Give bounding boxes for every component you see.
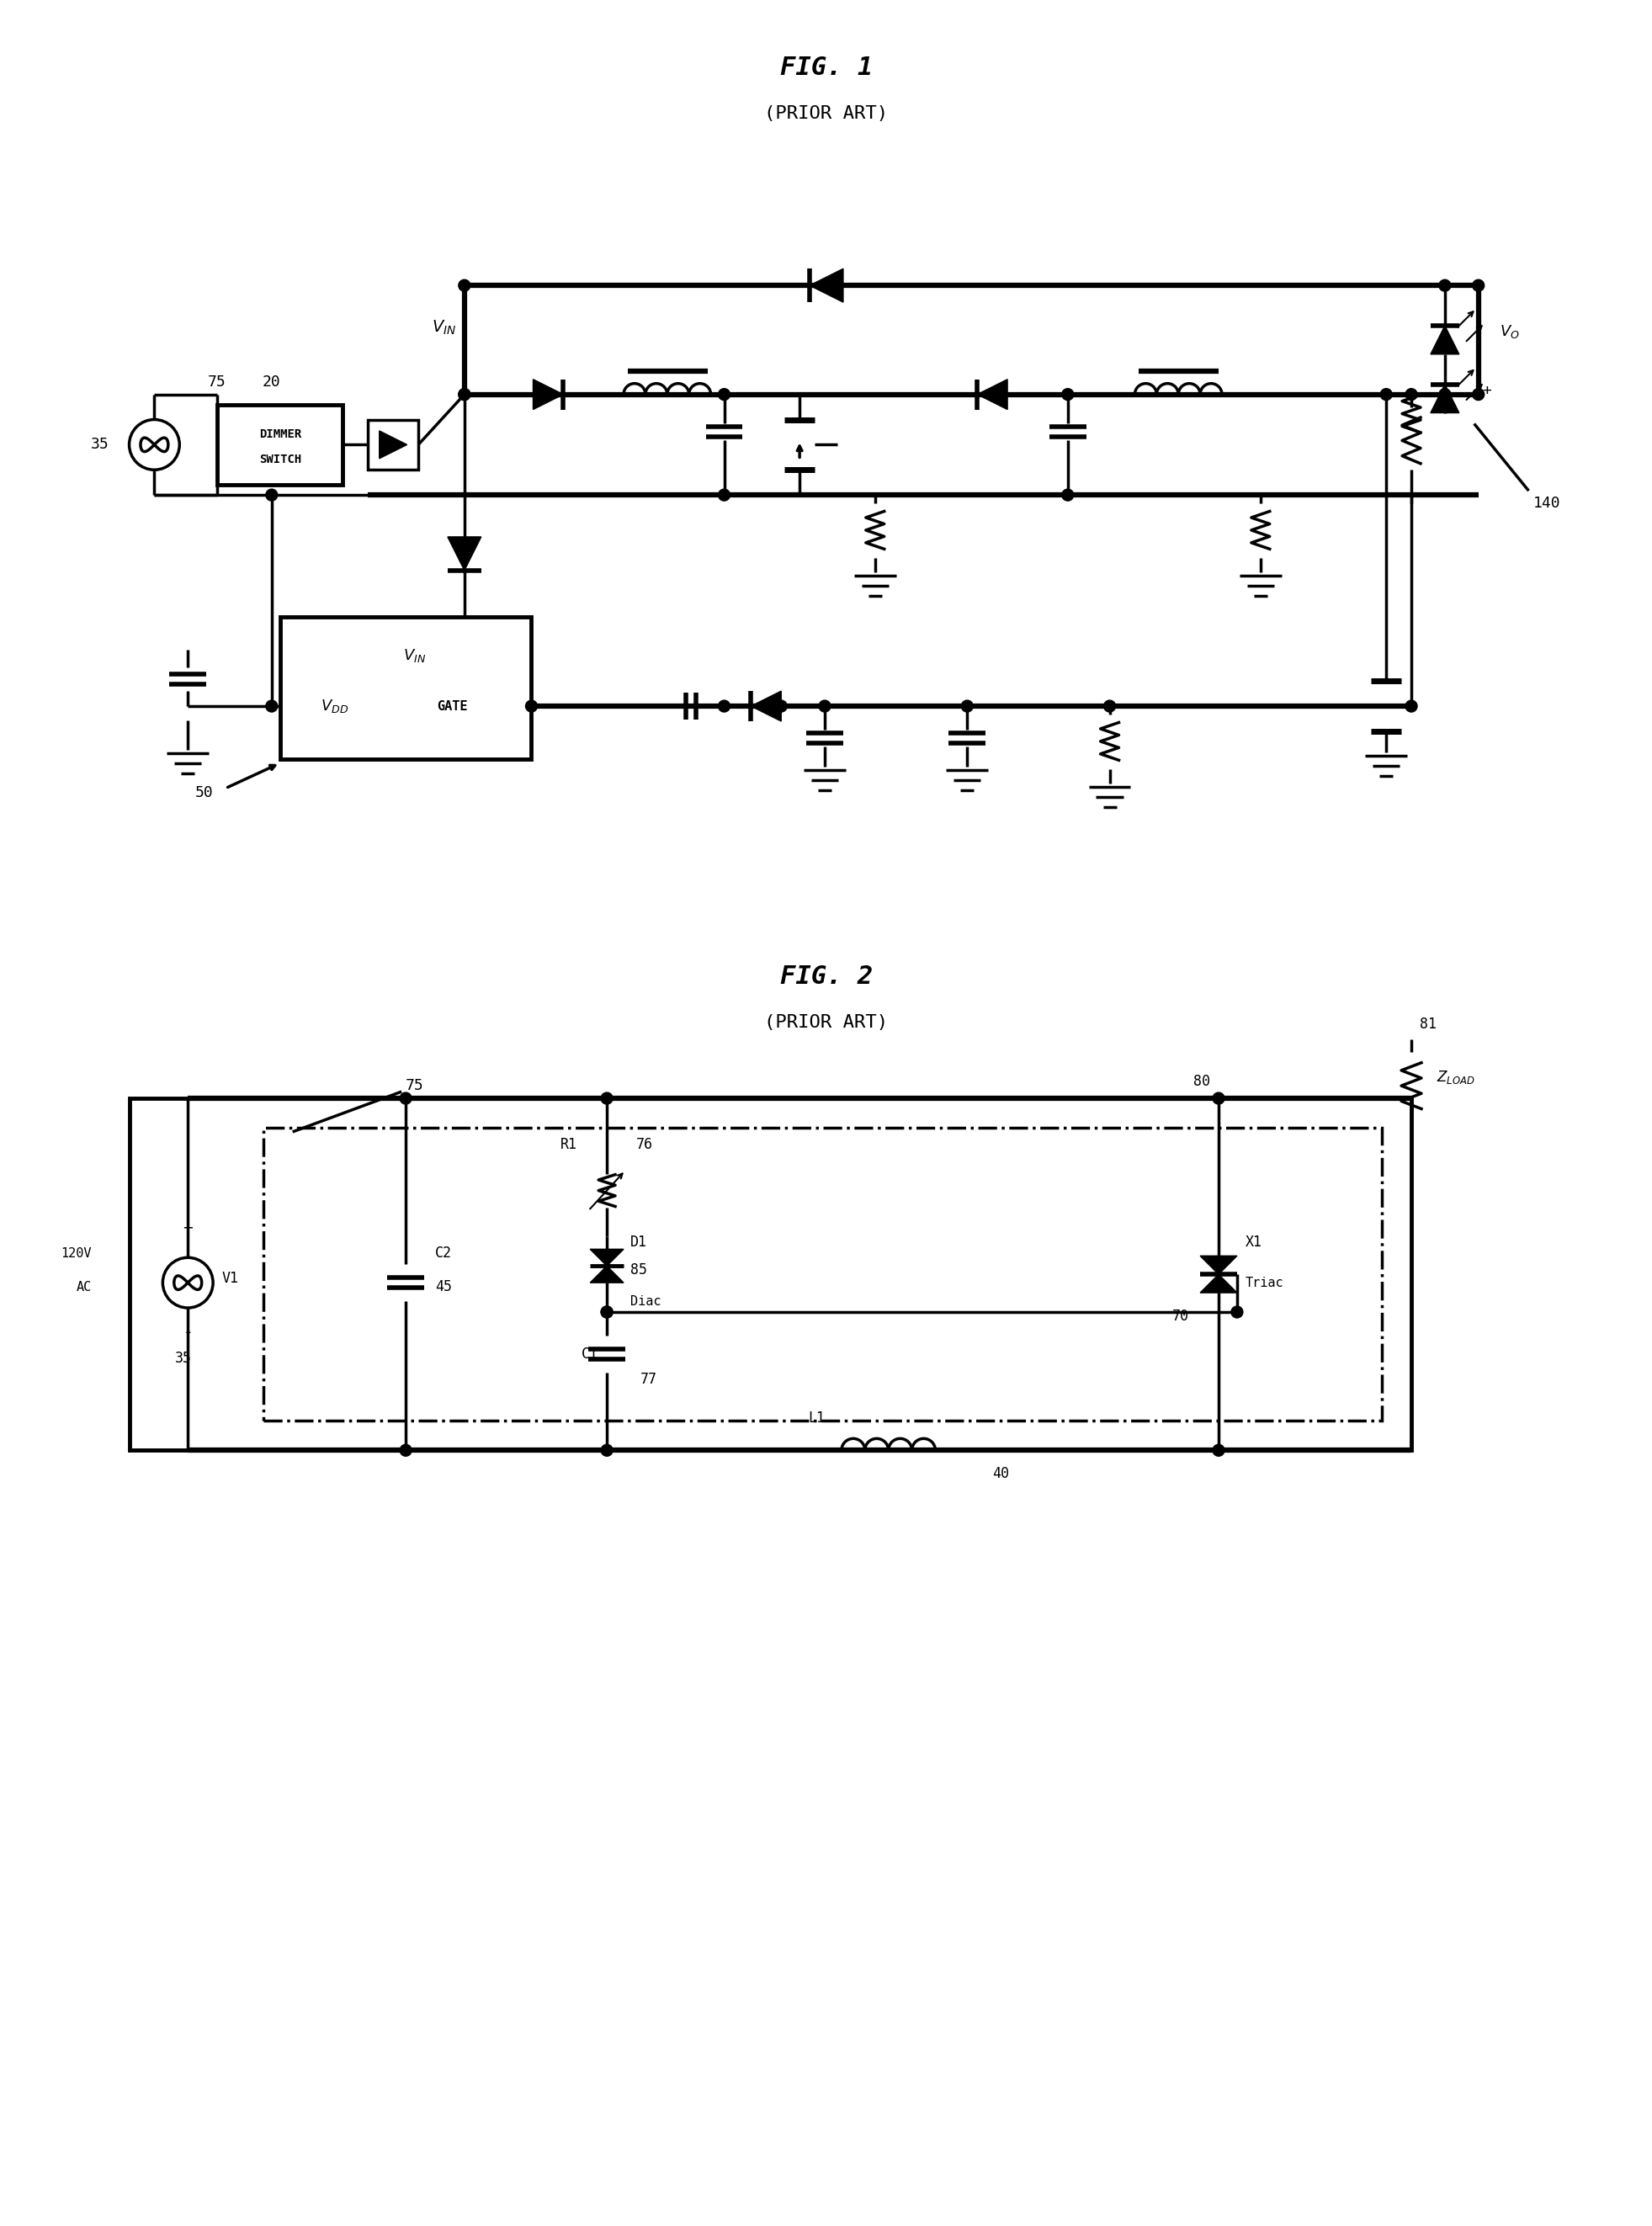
Text: Diac: Diac bbox=[631, 1296, 661, 1307]
Polygon shape bbox=[534, 378, 563, 410]
Text: +: + bbox=[183, 1220, 193, 1235]
Circle shape bbox=[601, 1093, 613, 1104]
Text: 85: 85 bbox=[631, 1262, 648, 1278]
Text: 40: 40 bbox=[993, 1467, 1009, 1480]
Circle shape bbox=[1381, 390, 1393, 401]
Text: FIG. 1: FIG. 1 bbox=[780, 56, 872, 80]
Text: 140: 140 bbox=[1533, 496, 1559, 512]
Text: (PRIOR ART): (PRIOR ART) bbox=[765, 105, 889, 122]
Text: -: - bbox=[183, 1324, 193, 1340]
Text: (PRIOR ART): (PRIOR ART) bbox=[765, 1015, 889, 1031]
Bar bbox=[263, 1129, 1383, 1420]
Text: $V_{IN}$: $V_{IN}$ bbox=[431, 318, 456, 336]
Circle shape bbox=[1062, 390, 1074, 401]
Text: AC: AC bbox=[76, 1280, 91, 1293]
Polygon shape bbox=[590, 1267, 623, 1282]
Polygon shape bbox=[590, 1249, 623, 1267]
Text: $V_{DD}$: $V_{DD}$ bbox=[320, 697, 349, 715]
Polygon shape bbox=[448, 536, 481, 570]
Text: L1: L1 bbox=[808, 1411, 824, 1427]
Circle shape bbox=[775, 701, 786, 712]
Text: 50: 50 bbox=[195, 786, 213, 799]
Polygon shape bbox=[380, 432, 406, 459]
Circle shape bbox=[1472, 390, 1483, 401]
Text: FIG. 2: FIG. 2 bbox=[780, 964, 872, 988]
Text: 80: 80 bbox=[1193, 1073, 1211, 1089]
Circle shape bbox=[525, 701, 537, 712]
Bar bbox=[368, 418, 418, 470]
Circle shape bbox=[601, 1307, 613, 1318]
Text: 20: 20 bbox=[263, 374, 281, 390]
Circle shape bbox=[459, 390, 471, 401]
Circle shape bbox=[1439, 390, 1450, 401]
Text: DIMMER: DIMMER bbox=[259, 430, 301, 441]
Text: Triac: Triac bbox=[1246, 1275, 1284, 1289]
Bar bbox=[281, 617, 532, 759]
Text: 35: 35 bbox=[175, 1351, 192, 1367]
Circle shape bbox=[719, 490, 730, 501]
Circle shape bbox=[266, 701, 278, 712]
Text: 75: 75 bbox=[406, 1077, 425, 1093]
Text: +: + bbox=[1482, 383, 1492, 398]
Text: $V_{IN}$: $V_{IN}$ bbox=[403, 648, 426, 663]
Text: 45: 45 bbox=[434, 1280, 453, 1296]
Polygon shape bbox=[978, 378, 1008, 410]
Circle shape bbox=[1062, 490, 1074, 501]
Text: V1: V1 bbox=[221, 1271, 238, 1287]
Text: D1: D1 bbox=[631, 1235, 648, 1251]
Text: $Z_{LOAD}$: $Z_{LOAD}$ bbox=[1437, 1068, 1475, 1086]
Circle shape bbox=[961, 701, 973, 712]
Circle shape bbox=[1104, 701, 1115, 712]
Text: 77: 77 bbox=[641, 1371, 657, 1387]
Bar bbox=[129, 1097, 1411, 1451]
Circle shape bbox=[719, 390, 730, 401]
Text: 76: 76 bbox=[636, 1137, 653, 1153]
Circle shape bbox=[1213, 1445, 1224, 1456]
Circle shape bbox=[719, 701, 730, 712]
Circle shape bbox=[819, 701, 831, 712]
Text: $V_O$: $V_O$ bbox=[1500, 323, 1520, 341]
Circle shape bbox=[601, 1445, 613, 1456]
Polygon shape bbox=[752, 690, 781, 721]
Text: C1: C1 bbox=[582, 1347, 598, 1362]
Polygon shape bbox=[1431, 325, 1459, 354]
Text: SWITCH: SWITCH bbox=[259, 454, 301, 465]
Text: R1: R1 bbox=[560, 1137, 578, 1153]
Circle shape bbox=[1406, 390, 1417, 401]
Text: C2: C2 bbox=[434, 1247, 453, 1260]
Text: 35: 35 bbox=[91, 436, 109, 452]
Text: 70: 70 bbox=[1173, 1309, 1189, 1324]
Circle shape bbox=[400, 1445, 411, 1456]
Polygon shape bbox=[1199, 1255, 1237, 1273]
Polygon shape bbox=[809, 269, 843, 303]
Circle shape bbox=[1406, 701, 1417, 712]
Text: X1: X1 bbox=[1246, 1235, 1262, 1251]
Circle shape bbox=[459, 280, 471, 292]
Circle shape bbox=[1472, 280, 1483, 292]
Text: 120V: 120V bbox=[61, 1247, 91, 1260]
Text: 81: 81 bbox=[1419, 1017, 1437, 1033]
Text: GATE: GATE bbox=[436, 699, 468, 712]
Bar bbox=[216, 405, 344, 485]
Circle shape bbox=[266, 490, 278, 501]
Circle shape bbox=[400, 1093, 411, 1104]
Polygon shape bbox=[1199, 1273, 1237, 1293]
Circle shape bbox=[601, 1307, 613, 1318]
Circle shape bbox=[1439, 280, 1450, 292]
Circle shape bbox=[1213, 1093, 1224, 1104]
Text: 75: 75 bbox=[208, 374, 226, 390]
Polygon shape bbox=[1431, 385, 1459, 412]
Circle shape bbox=[1231, 1307, 1242, 1318]
Circle shape bbox=[459, 390, 471, 401]
